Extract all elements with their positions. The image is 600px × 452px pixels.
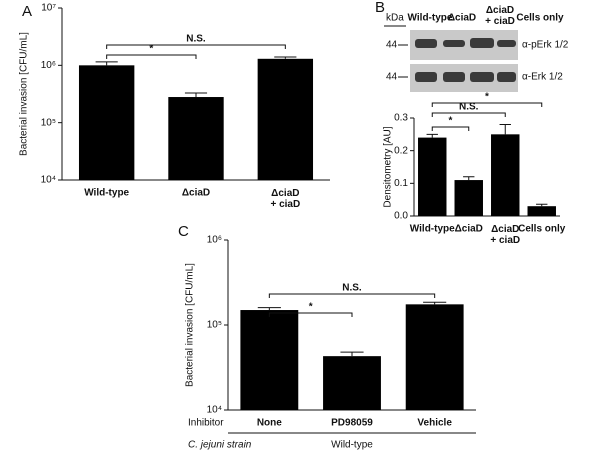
- x-tick-label: ΔciaD + ciaD: [270, 188, 300, 210]
- y-tick-label: 10⁴: [41, 175, 56, 186]
- error-bar: [499, 124, 511, 135]
- error-bar: [184, 92, 208, 98]
- significance-bracket: [106, 44, 286, 49]
- blot-column-label: ΔciaD + ciaD: [485, 5, 515, 27]
- y-tick-label: 10⁵: [41, 117, 56, 128]
- marker-label: 44: [386, 72, 398, 83]
- marker-label: 44: [386, 40, 398, 51]
- strain-label: Wild-type: [331, 440, 373, 451]
- y-axis-label: Bacterial invasion [CFU/mL]: [185, 263, 196, 387]
- blot-column-label: Wild-type: [408, 13, 453, 24]
- error-bar: [423, 301, 447, 305]
- bar: [168, 97, 224, 180]
- x-tick-label: PD98059: [331, 418, 373, 429]
- bar: [323, 356, 381, 410]
- significance-label: *: [309, 302, 313, 313]
- error-bar: [274, 56, 297, 59]
- panel-label: A: [22, 3, 32, 20]
- significance-bracket: [106, 54, 197, 59]
- y-tick-label: 10⁴: [207, 405, 222, 416]
- x-tick-label: Cells only: [518, 224, 566, 235]
- kda-label: kDa: [386, 13, 404, 24]
- bar: [405, 304, 464, 410]
- significance-bracket: [268, 293, 436, 298]
- bar: [257, 58, 314, 180]
- row-label: C. jejuni strain: [188, 440, 252, 451]
- y-tick-label: 10⁵: [207, 320, 222, 331]
- panel-label: C: [178, 223, 189, 240]
- bar: [527, 206, 556, 216]
- x-tick-label: ΔciaD: [455, 224, 483, 235]
- bar: [454, 180, 483, 216]
- x-tick-label: None: [257, 418, 282, 429]
- blot-column-label: Cells only: [516, 13, 564, 24]
- y-tick-label: 10⁷: [41, 3, 56, 14]
- blot-column-label: ΔciaD: [448, 13, 476, 24]
- panel-label: B: [375, 0, 385, 16]
- error-bar: [426, 133, 438, 138]
- significance-label: *: [149, 44, 153, 55]
- significance-bracket: [431, 126, 470, 131]
- x-tick-label: ΔciaD + ciaD: [490, 224, 520, 246]
- error-bar: [463, 176, 475, 181]
- significance-label: N.S.: [186, 34, 206, 45]
- y-axis-label: Bacterial invasion [CFU/mL]: [19, 32, 30, 156]
- significance-label: N.S.: [342, 283, 362, 294]
- error-bar: [257, 307, 281, 311]
- significance-label: *: [449, 116, 453, 127]
- significance-label: *: [485, 92, 489, 103]
- y-tick-label: 0.3: [394, 113, 408, 124]
- bar: [240, 310, 299, 410]
- antibody-label: α-Erk 1/2: [522, 72, 563, 83]
- significance-label: N.S.: [459, 102, 479, 113]
- bar: [418, 137, 447, 216]
- y-tick-label: 10⁶: [41, 60, 56, 71]
- x-tick-label: ΔciaD: [182, 188, 210, 199]
- x-tick-label: Wild-type: [84, 188, 129, 199]
- error-bar: [95, 61, 118, 66]
- bar: [78, 65, 135, 180]
- error-bar: [536, 203, 548, 207]
- y-axis-label: Densitometry [AU]: [383, 126, 394, 207]
- significance-bracket: [268, 312, 353, 317]
- significance-bracket: [431, 112, 506, 117]
- bar: [491, 134, 520, 216]
- antibody-label: α-pErk 1/2: [522, 40, 569, 51]
- significance-bracket: [431, 102, 543, 107]
- y-tick-label: 0.1: [394, 178, 408, 189]
- y-tick-label: 0.0: [394, 211, 408, 222]
- blot-bands: [415, 38, 516, 82]
- error-bar: [340, 351, 364, 357]
- row-label: Inhibitor: [188, 418, 224, 429]
- x-tick-label: Wild-type: [410, 224, 455, 235]
- y-tick-label: 0.2: [394, 145, 408, 156]
- x-tick-label: Vehicle: [417, 418, 452, 429]
- y-tick-label: 10⁶: [207, 235, 222, 246]
